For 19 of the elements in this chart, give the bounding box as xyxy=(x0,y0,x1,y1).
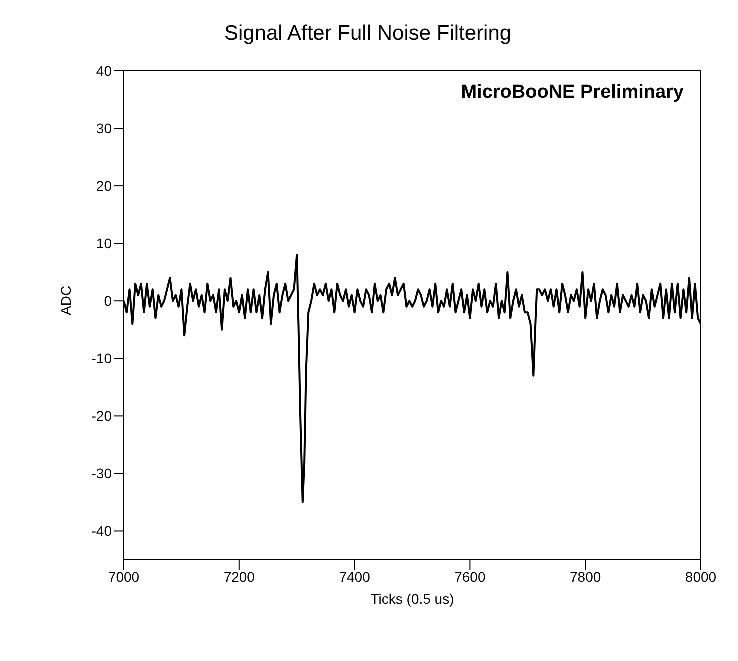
y-tick-label: -30 xyxy=(92,466,112,482)
x-tick-label: 7200 xyxy=(224,568,256,585)
y-tick-label: 10 xyxy=(96,236,112,252)
x-tick-label: 7000 xyxy=(108,568,140,585)
x-axis-title: Ticks (0.5 us) xyxy=(370,591,454,607)
y-tick-label: -10 xyxy=(92,350,112,367)
y-tick-label: -40 xyxy=(92,523,112,540)
y-tick-label: -20 xyxy=(92,408,112,424)
x-tick-label: 7400 xyxy=(339,568,371,585)
y-tick-label: 30 xyxy=(96,120,112,136)
x-tick-label: 7800 xyxy=(570,568,602,585)
y-tick-label: 20 xyxy=(96,178,112,194)
y-axis-title: ADC xyxy=(58,286,74,316)
y-tick-label: 40 xyxy=(96,62,112,79)
x-tick-label: 7600 xyxy=(454,568,486,585)
annotation: MicroBooNE Preliminary xyxy=(461,82,684,104)
y-tick-label: 0 xyxy=(104,293,112,310)
x-tick-label: 8000 xyxy=(685,568,717,585)
chart-title: Signal After Full Noise Filtering xyxy=(223,22,513,46)
